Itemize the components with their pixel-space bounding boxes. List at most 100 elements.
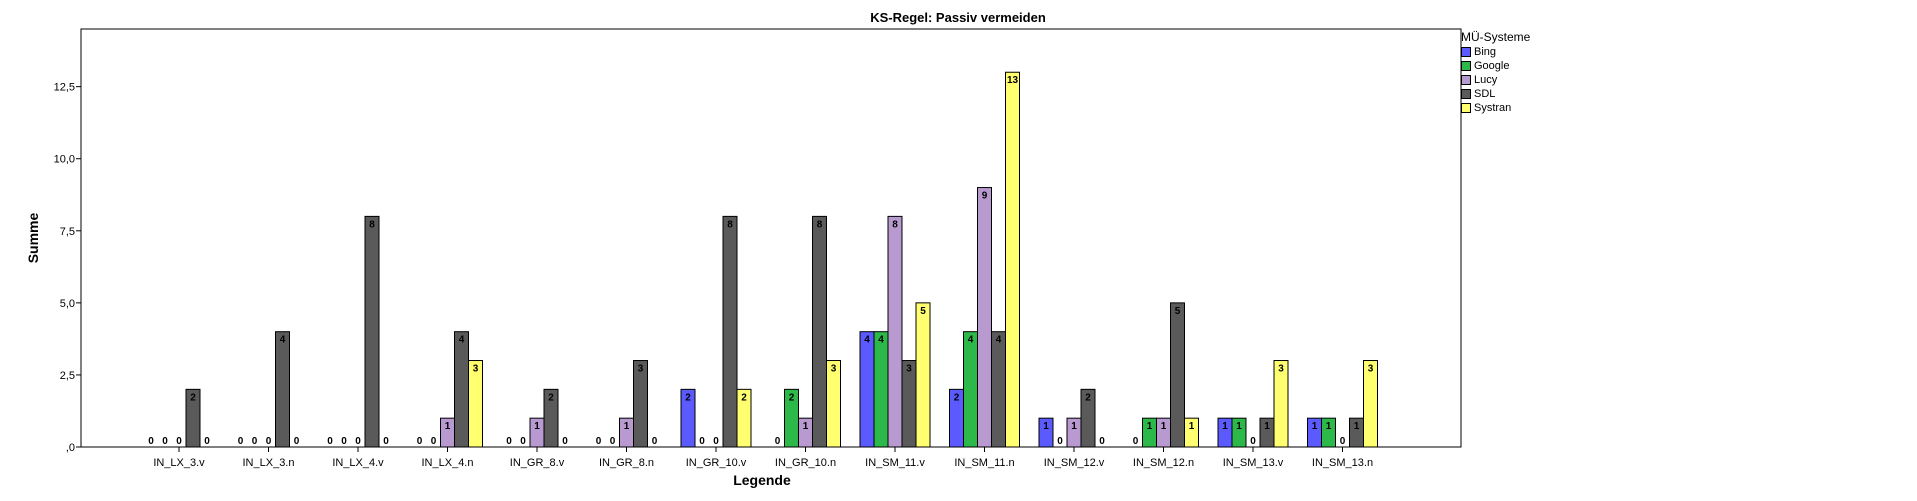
x-tick-label: IN_SM_11.v	[865, 457, 925, 469]
data-label: 0	[431, 436, 437, 447]
data-label: 3	[1278, 364, 1284, 375]
data-label: 3	[473, 364, 479, 375]
data-label: 5	[920, 306, 926, 317]
data-label: 1	[1189, 421, 1195, 432]
x-tick-label: IN_LX_3.v	[153, 457, 205, 469]
data-label: 5	[1175, 306, 1181, 317]
data-label: 8	[817, 219, 823, 230]
data-label: 1	[1071, 421, 1077, 432]
legend-items: Bing Google Lucy SDL Systran	[1461, 45, 1530, 115]
bar-bing	[680, 388, 696, 448]
bar-bing	[1038, 417, 1054, 448]
data-label: 3	[831, 364, 837, 375]
bar-sdl	[275, 331, 290, 448]
data-label: 3	[638, 364, 644, 375]
data-label: 0	[652, 436, 658, 447]
data-label: 0	[355, 436, 361, 447]
data-label: 1	[1326, 421, 1332, 432]
bar-sdl	[543, 388, 559, 448]
legend-item-systran: Systran	[1461, 101, 1530, 115]
x-axis: IN_LX_3.v IN_LX_3.n IN_LX_4.v IN_LX_4.n IN_G…	[153, 447, 1373, 469]
data-label: 0	[176, 436, 182, 447]
data-label: 8	[727, 219, 733, 230]
legend-label: Lucy	[1474, 74, 1498, 86]
data-label: 1	[1147, 421, 1153, 432]
bar-sdl	[722, 215, 738, 448]
data-label: 1	[1354, 421, 1360, 432]
data-label: 4	[459, 335, 465, 346]
data-label: 1	[534, 421, 540, 432]
legend-label: Bing	[1474, 46, 1497, 58]
bar-sdl	[185, 388, 201, 448]
bar-sdl	[1170, 302, 1185, 448]
bar-sdl	[812, 215, 827, 448]
data-label: 0	[562, 436, 568, 447]
data-label: 9	[982, 191, 988, 202]
bar-systran	[915, 302, 931, 448]
legend-item-sdl: SDL	[1461, 87, 1530, 101]
x-tick-label: IN_SM_13.v	[1223, 457, 1284, 469]
data-label: 2	[548, 392, 554, 403]
x-tick-label: IN_SM_11.n	[954, 457, 1014, 469]
y-tick-label: ,0	[66, 442, 75, 454]
bar-bing	[859, 331, 875, 448]
y-axis-title: Summe	[25, 213, 41, 264]
legend-swatch	[1461, 47, 1471, 57]
data-label: 4	[996, 335, 1002, 346]
data-label: 1	[1236, 421, 1242, 432]
data-label: 1	[1312, 421, 1318, 432]
bar-systran	[826, 360, 841, 448]
data-label: 1	[1043, 421, 1049, 432]
data-label: 0	[341, 436, 347, 447]
legend-swatch	[1461, 89, 1471, 99]
bar-series-group	[185, 71, 1378, 448]
data-label: 0	[148, 436, 154, 447]
x-axis-title: Legende	[733, 472, 791, 488]
data-label: 0	[238, 436, 244, 447]
y-axis: ,0 2,5 5,0 7,5 10,0 12,5	[54, 82, 81, 454]
chart-title: KS-Regel: Passiv vermeiden	[870, 10, 1046, 25]
data-label: 0	[327, 436, 333, 447]
y-tick-label: 12,5	[54, 82, 75, 94]
data-label: 2	[954, 392, 960, 403]
x-tick-label: IN_LX_4.n	[422, 457, 474, 469]
data-label: 0	[162, 436, 168, 447]
data-label: 1	[1161, 421, 1167, 432]
data-label: 0	[506, 436, 512, 447]
data-label: 4	[968, 335, 974, 346]
data-label: 2	[741, 392, 747, 403]
legend-item-bing: Bing	[1461, 45, 1530, 59]
data-label: 1	[803, 421, 809, 432]
x-tick-label: IN_SM_13.n	[1312, 457, 1373, 469]
data-label: 4	[878, 335, 884, 346]
data-label: 8	[892, 219, 898, 230]
bar-sdl	[454, 331, 469, 448]
y-tick-label: 10,0	[54, 154, 75, 166]
data-label: 13	[1007, 75, 1019, 86]
x-tick-label: IN_SM_12.v	[1044, 457, 1105, 469]
data-label: 0	[383, 436, 389, 447]
legend-label: SDL	[1474, 88, 1496, 100]
data-label: 0	[713, 436, 719, 447]
data-label: 1	[1264, 421, 1270, 432]
data-label: 0	[204, 436, 210, 447]
legend-swatch	[1461, 103, 1471, 113]
legend-title: MÜ-Systeme	[1461, 30, 1531, 44]
x-tick-label: IN_SM_12.n	[1133, 457, 1194, 469]
legend-item-google: Google	[1461, 59, 1530, 73]
data-label: 4	[864, 335, 870, 346]
data-label: 2	[190, 392, 196, 403]
data-label: 0	[266, 436, 272, 447]
data-label: 8	[369, 219, 375, 230]
data-label: 0	[520, 436, 526, 447]
data-label: 0	[1057, 436, 1063, 447]
legend-swatch	[1461, 61, 1471, 71]
bar-google	[963, 331, 978, 448]
y-tick-label: 2,5	[60, 370, 75, 382]
legend-label: Google	[1474, 60, 1510, 72]
data-label: 0	[775, 436, 781, 447]
bar-systran	[468, 360, 483, 448]
bar-google	[1321, 417, 1336, 448]
legend-item-lucy: Lucy	[1461, 73, 1530, 87]
